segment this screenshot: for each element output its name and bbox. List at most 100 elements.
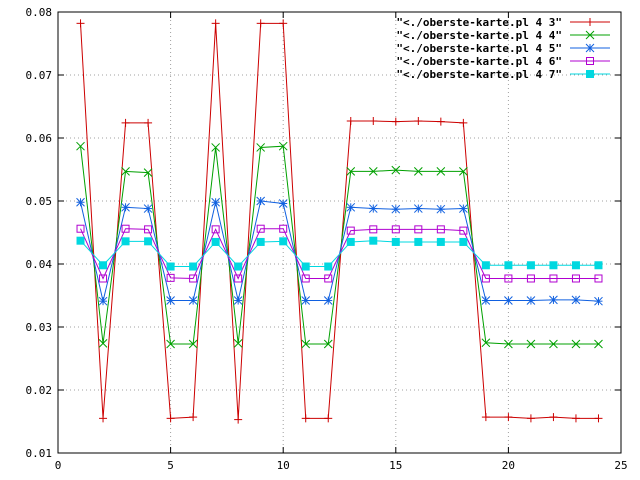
data-point bbox=[549, 261, 558, 270]
data-point bbox=[99, 274, 108, 283]
data-point bbox=[594, 296, 603, 306]
data-point bbox=[76, 19, 85, 28]
data-point bbox=[391, 204, 401, 214]
data-point bbox=[526, 261, 535, 270]
legend-item: "<./oberste-karte.pl 4 3" bbox=[396, 16, 610, 29]
plot-frame bbox=[57, 11, 622, 454]
legend-item: "<./oberste-karte.pl 4 7" bbox=[396, 68, 610, 81]
data-point bbox=[211, 237, 220, 246]
legend-marker bbox=[585, 30, 595, 40]
data-point bbox=[414, 225, 423, 234]
x-tick-label: 20 bbox=[502, 459, 515, 472]
legend-marker bbox=[586, 57, 594, 65]
data-point bbox=[481, 413, 490, 422]
data-point bbox=[346, 237, 355, 246]
data-point bbox=[391, 225, 400, 234]
data-point bbox=[391, 117, 400, 126]
data-point bbox=[436, 167, 446, 176]
data-point bbox=[166, 414, 175, 423]
data-point bbox=[76, 197, 85, 207]
data-point bbox=[413, 204, 423, 213]
data-point bbox=[301, 262, 310, 271]
data-point bbox=[323, 339, 333, 349]
y-tick-label: 0.01 bbox=[26, 447, 53, 460]
data-point bbox=[436, 225, 445, 234]
data-point bbox=[211, 197, 220, 207]
data-point bbox=[188, 296, 198, 305]
data-point bbox=[121, 167, 130, 176]
y-tick-label: 0.03 bbox=[26, 321, 53, 334]
data-point bbox=[459, 118, 468, 127]
data-point bbox=[549, 295, 558, 305]
data-point bbox=[414, 116, 423, 125]
data-point bbox=[594, 339, 603, 349]
data-point bbox=[571, 295, 581, 305]
series-line bbox=[80, 22, 599, 420]
series-line bbox=[80, 145, 599, 345]
data-point bbox=[391, 165, 401, 175]
x-tick-label: 0 bbox=[55, 459, 62, 472]
y-tick-label: 0.05 bbox=[26, 195, 53, 208]
legend-label: "<./oberste-karte.pl 4 7" bbox=[396, 68, 562, 81]
data-point bbox=[256, 19, 265, 28]
series-5 bbox=[76, 236, 603, 271]
data-point bbox=[481, 261, 490, 270]
data-point bbox=[549, 274, 558, 283]
data-point bbox=[189, 274, 198, 283]
data-point bbox=[571, 274, 580, 283]
x-tick-label: 10 bbox=[277, 459, 290, 472]
data-point bbox=[391, 237, 400, 246]
y-tick-label: 0.07 bbox=[26, 69, 53, 82]
data-point bbox=[233, 296, 243, 305]
data-point bbox=[256, 196, 266, 206]
data-point bbox=[121, 202, 130, 212]
data-point bbox=[279, 224, 288, 233]
data-point bbox=[504, 274, 513, 283]
data-point bbox=[256, 143, 266, 152]
data-point bbox=[144, 237, 153, 246]
data-point bbox=[571, 339, 581, 349]
data-point bbox=[98, 339, 108, 348]
legend-marker bbox=[586, 18, 594, 26]
data-point bbox=[121, 224, 130, 233]
data-point bbox=[99, 261, 108, 270]
data-point bbox=[481, 296, 491, 305]
data-point bbox=[188, 339, 198, 349]
data-point bbox=[76, 236, 85, 245]
y-tick-label: 0.02 bbox=[26, 384, 53, 397]
data-point bbox=[594, 414, 603, 423]
data-point bbox=[121, 118, 130, 127]
legend-item: "<./oberste-karte.pl 4 5" bbox=[396, 42, 610, 55]
series-group bbox=[76, 19, 603, 424]
legend-item: "<./oberste-karte.pl 4 6" bbox=[396, 55, 610, 68]
data-point bbox=[301, 274, 310, 283]
data-point bbox=[301, 296, 311, 305]
legend-label: "<./oberste-karte.pl 4 4" bbox=[396, 29, 562, 42]
y-tick-label: 0.08 bbox=[26, 6, 53, 19]
data-point bbox=[369, 225, 378, 234]
data-point bbox=[346, 167, 356, 176]
data-point bbox=[368, 204, 378, 213]
legend-label: "<./oberste-karte.pl 4 3" bbox=[396, 16, 562, 29]
x-tick-label: 5 bbox=[167, 459, 174, 472]
data-point bbox=[346, 116, 355, 125]
data-point bbox=[233, 339, 243, 348]
data-point bbox=[279, 19, 288, 28]
data-point bbox=[504, 413, 513, 422]
data-point bbox=[211, 19, 220, 28]
data-point bbox=[504, 296, 513, 305]
data-point bbox=[301, 414, 310, 423]
y-tick-label: 0.06 bbox=[26, 132, 53, 145]
data-point bbox=[504, 339, 513, 349]
axis-ticks: 0 5 10 15 20 25 0.01 0.02 0.03 0.04 0.05 0.06 0.07 0.… bbox=[26, 6, 628, 472]
data-point bbox=[144, 225, 153, 234]
data-point bbox=[459, 204, 468, 213]
data-point bbox=[459, 226, 468, 235]
data-point bbox=[278, 141, 288, 151]
data-point bbox=[143, 204, 153, 213]
data-point bbox=[346, 226, 355, 235]
data-point bbox=[98, 296, 108, 306]
data-point bbox=[571, 414, 580, 423]
data-point bbox=[594, 274, 603, 283]
